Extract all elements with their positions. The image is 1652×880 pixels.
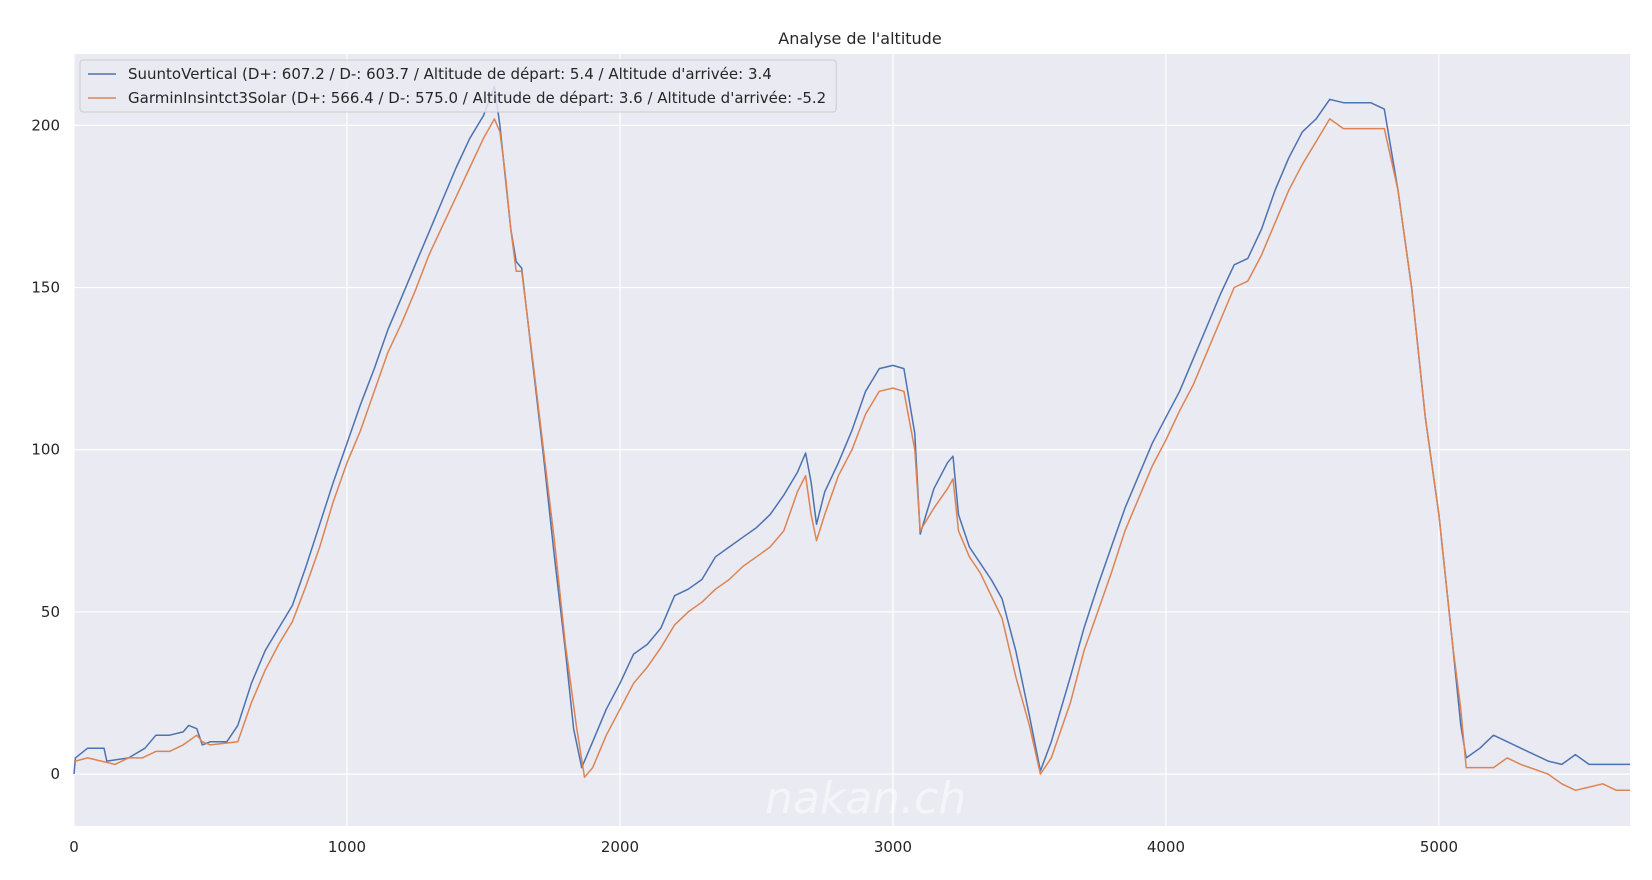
y-axis-ticks: 0 50 100 150 200 <box>31 116 60 783</box>
x-axis-ticks: 0 1000 2000 3000 4000 5000 <box>69 838 1458 856</box>
watermark-text: nakan.ch <box>765 773 966 824</box>
series-line-1 <box>73 85 1630 775</box>
legend-label-1: SuuntoVertical (D+: 607.2 / D-: 603.7 / … <box>128 65 772 83</box>
y-tick-label: 100 <box>31 441 60 459</box>
x-tick-label: 0 <box>69 838 79 856</box>
legend-box <box>79 59 837 113</box>
y-tick-label: 0 <box>50 765 60 783</box>
x-tick-label: 2000 <box>601 838 639 856</box>
x-tick-label: 5000 <box>1420 838 1458 856</box>
series-line-2 <box>74 118 1630 792</box>
legend-label-2: GarminInsintct3Solar (D+: 566.4 / D-: 57… <box>128 89 826 107</box>
y-tick-label: 150 <box>31 279 60 297</box>
plot-area <box>74 54 1630 826</box>
series-layer <box>73 85 1630 792</box>
y-tick-label: 200 <box>31 116 60 134</box>
x-tick-label: 4000 <box>1147 838 1185 856</box>
chart-title: Analyse de l'altitude <box>778 29 941 48</box>
grid-lines <box>73 54 1630 826</box>
x-tick-label: 1000 <box>328 838 366 856</box>
legend: SuuntoVertical (D+: 607.2 / D-: 603.7 / … <box>79 59 837 113</box>
y-tick-label: 50 <box>41 603 60 621</box>
x-tick-label: 3000 <box>874 838 912 856</box>
